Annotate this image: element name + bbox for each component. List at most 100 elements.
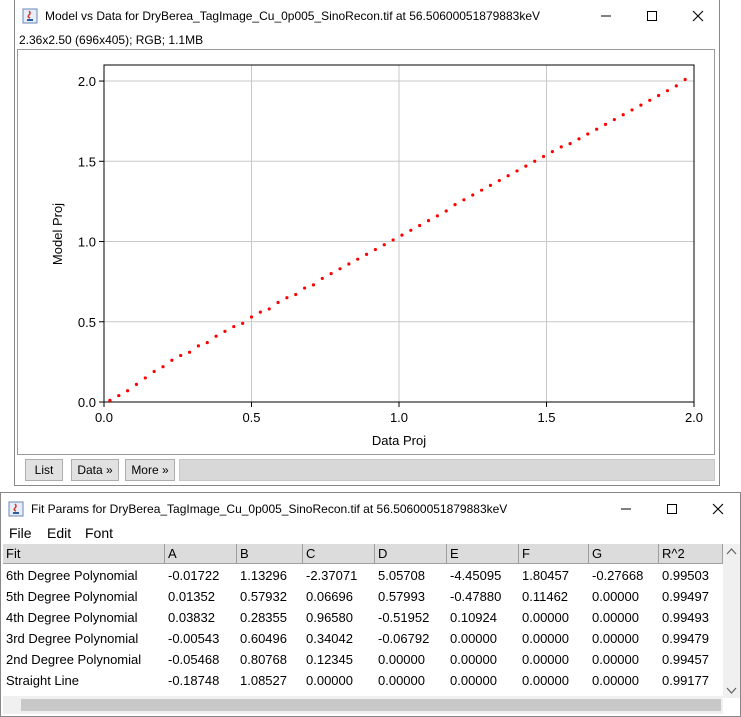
data-point (435, 214, 439, 218)
minimize-button[interactable] (583, 0, 629, 32)
menu-edit[interactable]: Edit (47, 525, 72, 541)
plot-button-bar: List Data » More » (19, 458, 715, 484)
fit-window-titlebar[interactable]: Fit Params for DryBerea_TagImage_Cu_0p00… (1, 493, 740, 525)
data-point (276, 300, 280, 305)
window-title: Fit Params for DryBerea_TagImage_Cu_0p00… (31, 502, 508, 516)
table-row[interactable]: 4th Degree Polynomial 0.03832 0.28355 0.965… (3, 607, 723, 628)
maximize-icon (647, 11, 657, 21)
column-header[interactable]: C (303, 544, 375, 564)
maximize-button[interactable] (649, 493, 695, 525)
table-cell: 0.11462 (522, 589, 569, 604)
table-cell: 0.00000 (592, 631, 639, 646)
x-tick-label: 2.0 (685, 410, 703, 425)
data-point (338, 267, 342, 271)
menu-file[interactable]: File (9, 525, 32, 541)
plot-window-titlebar[interactable]: Model vs Data for DryBerea_TagImage_Cu_0… (15, 0, 719, 32)
data-point (223, 329, 227, 333)
minimize-icon (621, 508, 631, 510)
x-axis-label: Data Proj (372, 433, 426, 448)
data-point (568, 142, 572, 146)
table-cell: 0.57932 (240, 589, 287, 604)
table-cell: 0.96580 (306, 610, 353, 625)
column-header[interactable]: Fit (3, 544, 165, 564)
image-info: 2.36x2.50 (696x405); RGB; 1.1MB (19, 33, 204, 47)
y-tick-label: 0.5 (78, 315, 96, 330)
horizontal-scrollbar[interactable] (3, 696, 723, 714)
table-cell: 0.00000 (522, 631, 569, 646)
data-point (179, 353, 183, 358)
data-point (108, 398, 112, 402)
data-point (373, 247, 377, 252)
data-point (577, 137, 581, 141)
column-header[interactable]: F (519, 544, 589, 564)
table-cell: 0.03832 (168, 610, 215, 625)
data-point (674, 84, 678, 88)
data-point (612, 117, 616, 122)
horizontal-scroll-thumb[interactable] (21, 699, 721, 711)
data-point (320, 276, 324, 281)
table-row[interactable]: 3rd Degree Polynomial -0.00543 0.60496 0.34… (3, 628, 723, 649)
vertical-scrollbar[interactable] (723, 544, 740, 698)
y-axis-label: Model Proj (50, 203, 65, 265)
data-point (683, 77, 687, 82)
data-button[interactable]: Data » (71, 459, 119, 481)
data-point (453, 203, 457, 207)
close-button[interactable] (695, 493, 741, 525)
column-header[interactable]: B (237, 544, 303, 564)
column-header[interactable]: E (447, 544, 519, 564)
y-tick-label: 1.0 (78, 235, 96, 250)
column-header[interactable]: R^2 (659, 544, 723, 564)
list-button[interactable]: List (25, 459, 63, 481)
table-cell: 0.57993 (378, 589, 425, 604)
data-point (533, 159, 537, 163)
data-point (550, 150, 555, 154)
data-point (364, 252, 369, 256)
data-point (665, 89, 670, 93)
table-cell: 0.99497 (662, 589, 709, 604)
close-button[interactable] (675, 0, 721, 32)
table-cell: 0.00000 (450, 631, 497, 646)
column-header[interactable]: G (589, 544, 659, 564)
data-point (196, 344, 200, 348)
table-cell: 0.00000 (592, 589, 639, 604)
data-point (488, 183, 493, 187)
table-row[interactable]: 6th Degree Polynomial -0.01722 1.13296 -2.3… (3, 565, 723, 586)
data-point (303, 286, 307, 290)
data-point (134, 382, 139, 386)
table-row[interactable]: Straight Line -0.18748 1.08527 0.00000 0.000… (3, 670, 723, 691)
data-point (595, 127, 599, 131)
table-cell: 0.12345 (306, 652, 353, 667)
fit-name-cell: 4th Degree Polynomial (6, 610, 138, 625)
data-point (524, 164, 528, 168)
table-cell: -0.27668 (592, 568, 644, 583)
data-point (462, 198, 466, 202)
table-cell: -4.45095 (450, 568, 502, 583)
data-point (621, 113, 625, 117)
table-cell: 0.00000 (522, 610, 569, 625)
maximize-button[interactable] (629, 0, 675, 32)
menu-font[interactable]: Font (85, 525, 114, 541)
table-cell: -0.47880 (450, 589, 502, 604)
data-point (329, 272, 333, 276)
table-cell: 0.10924 (450, 610, 497, 625)
table-cell: -0.18748 (168, 673, 220, 688)
menu-bar: File Edit Font (1, 523, 740, 543)
table-cell: 0.99177 (662, 673, 709, 688)
scroll-arrows-icon (726, 548, 737, 694)
table-cell: 0.00000 (378, 673, 425, 688)
table-cell: 0.00000 (592, 652, 639, 667)
fit-name-cell: 2nd Degree Polynomial (6, 652, 142, 667)
table-cell: 0.99503 (662, 568, 709, 583)
maximize-icon (667, 504, 677, 514)
plot-area[interactable]: 0.0 0.5 1.0 1.5 2.0 0.0 0.5 1.0 1.5 2.0 Data Proj… (17, 49, 715, 455)
minimize-button[interactable] (603, 493, 649, 525)
more-button[interactable]: More » (125, 459, 175, 481)
column-header[interactable]: A (165, 544, 237, 564)
table-cell: -2.37071 (306, 568, 358, 583)
table-row[interactable]: 5th Degree Polynomial 0.01352 0.57932 0.066… (3, 586, 723, 607)
data-point (241, 321, 245, 325)
table-row[interactable]: 2nd Degree Polynomial -0.05468 0.80768 0.12… (3, 649, 723, 670)
data-point (249, 315, 254, 319)
column-header[interactable]: D (375, 544, 447, 564)
fit-params-window: Fit Params for DryBerea_TagImage_Cu_0p00… (0, 492, 741, 717)
